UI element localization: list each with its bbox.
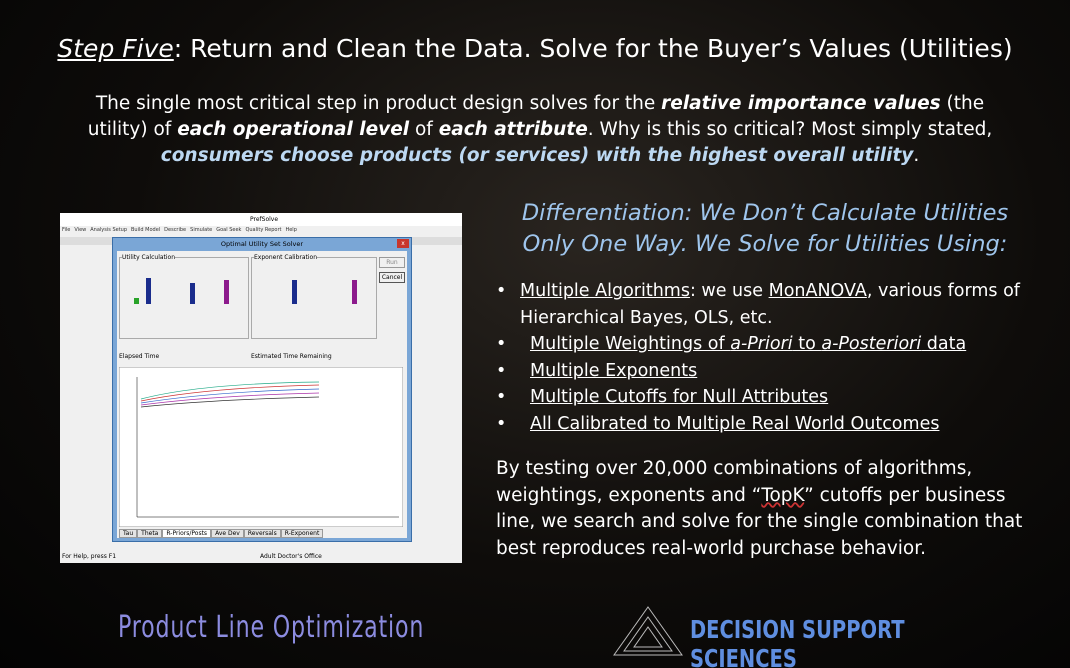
menu-item[interactable]: File <box>62 227 71 233</box>
footer-left: Product Line Optimization <box>118 610 425 645</box>
panel: Utility Calculation <box>119 254 249 339</box>
text: All Calibrated to Multiple Real World Ou… <box>530 413 940 434</box>
label: Estimated Time Remaining <box>251 353 332 360</box>
bullet-list: • Multiple Algorithms: we use MonANOVA, v… <box>496 278 1056 437</box>
text: to <box>792 334 822 354</box>
logo <box>613 606 683 656</box>
tab[interactable]: R-Priors/Posts <box>162 529 212 538</box>
bar-icon <box>146 278 151 304</box>
emphasis: consumers choose products (or services) … <box>160 145 914 166</box>
text: By testing over 20,000 combinations of a… <box>496 458 973 506</box>
footer-right: DECISION SUPPORT SCIENCES <box>690 615 905 668</box>
menu-item[interactable]: Describe <box>164 227 187 233</box>
text: TopK <box>761 484 805 506</box>
menu-item[interactable]: Analysis Setup <box>90 227 127 233</box>
bullet: • Multiple Algorithms: we use MonANOVA, v… <box>496 281 1020 328</box>
button[interactable]: Run <box>379 257 405 268</box>
bullet: • Multiple Cutoffs for Null Attributes <box>496 384 1056 411</box>
tabs: Tau Theta R-Priors/Posts Ave Dev Reversals R-… <box>119 529 324 538</box>
intro: The single most critical step in product… <box>80 91 1000 169</box>
text: The single most critical step in product… <box>95 93 662 114</box>
button[interactable]: Cancel <box>379 272 405 283</box>
close-button[interactable]: x <box>397 239 409 248</box>
titlebar: PrefSolve <box>60 213 462 226</box>
panel-title: Exponent Calibration <box>254 254 318 261</box>
bar-icon <box>292 280 297 304</box>
menu-item[interactable]: Build Model <box>131 227 161 233</box>
text: Multiple Cutoffs for Null Attributes <box>530 387 829 407</box>
menu-item[interactable]: View <box>74 227 87 233</box>
menu-item[interactable]: Goal Seek <box>216 227 242 233</box>
status-text: For Help, press F1 <box>62 553 117 560</box>
title-rest: : Return and Clean the Data. Solve for t… <box>173 34 1013 63</box>
text: (the utility) of <box>87 93 985 140</box>
panel-title: Utility Calculation <box>122 254 176 261</box>
text: a-Posteriori <box>821 334 922 354</box>
dialog-title: Optimal Utility Set Solver <box>220 240 304 248</box>
menu: File View Analysis Setup Build Model Describ… <box>62 227 462 235</box>
menu-item[interactable]: Quality Report <box>245 227 282 233</box>
text: . Why is this so critical? Most simply s… <box>587 119 993 140</box>
menu-item[interactable]: Help <box>285 227 297 233</box>
text: Multiple Algorithms <box>520 281 690 301</box>
bar-icon <box>134 298 139 304</box>
text: ” cutoffs per business line, we search a… <box>496 484 1023 559</box>
emphasis: relative importance values <box>661 93 941 114</box>
bar-icon <box>352 280 357 304</box>
screenshot: PrefSolve File View Analysis Setup Build Mo… <box>60 213 462 563</box>
bar-icon <box>190 283 195 304</box>
text: Multiple Weightings of <box>530 334 731 354</box>
tab[interactable]: Tau <box>119 529 138 538</box>
text: of <box>409 119 439 140</box>
menu-item[interactable]: Simulate <box>190 227 213 233</box>
bullet: • Multiple Weightings of a-Priori to a-Po… <box>496 334 967 354</box>
heading-line: Only One Way. We Solve for Utilities Usi… <box>522 231 1008 257</box>
window-title: PrefSolve <box>250 216 279 223</box>
text: , various forms of Hierarchical Bayes, O… <box>520 281 1020 328</box>
tab[interactable]: R-Exponent <box>280 529 324 538</box>
status-text: Adult Doctor's Office <box>260 553 322 560</box>
label: Elapsed Time <box>119 353 160 360</box>
bullet: • Multiple Exponents <box>496 358 1056 385</box>
heading: Differentiation: We Don’t Calculate Util… <box>500 198 1030 260</box>
text: a-Priori <box>730 334 793 354</box>
emphasis: each attribute <box>438 119 588 140</box>
text: . <box>913 145 920 166</box>
plot <box>119 367 403 527</box>
tab[interactable]: Theta <box>137 529 163 538</box>
dialog-body: Utility Calculation Exponent Calibration… <box>117 251 407 538</box>
text: data <box>921 334 967 354</box>
text: : we use <box>689 281 769 301</box>
text: MonANOVA <box>768 281 867 301</box>
bullet: • All Calibrated to Multiple Real World O… <box>496 411 1056 438</box>
tab[interactable]: Ave Dev <box>211 529 244 538</box>
text: Multiple Exponents <box>530 360 698 381</box>
heading-line: Differentiation: We Don’t Calculate Util… <box>521 200 1009 226</box>
bar-icon <box>224 280 229 304</box>
emphasis: each operational level <box>177 119 410 140</box>
title-lead: Step Five <box>57 34 174 63</box>
dialog: Optimal Utility Set Solver x Utility Cal… <box>112 237 412 542</box>
closing: By testing over 20,000 combinations of a… <box>496 456 1036 562</box>
tab[interactable]: Reversals <box>243 529 281 538</box>
panel: Exponent Calibration <box>251 254 377 339</box>
title: Step Five: Return and Clean the Data. So… <box>0 34 1070 63</box>
